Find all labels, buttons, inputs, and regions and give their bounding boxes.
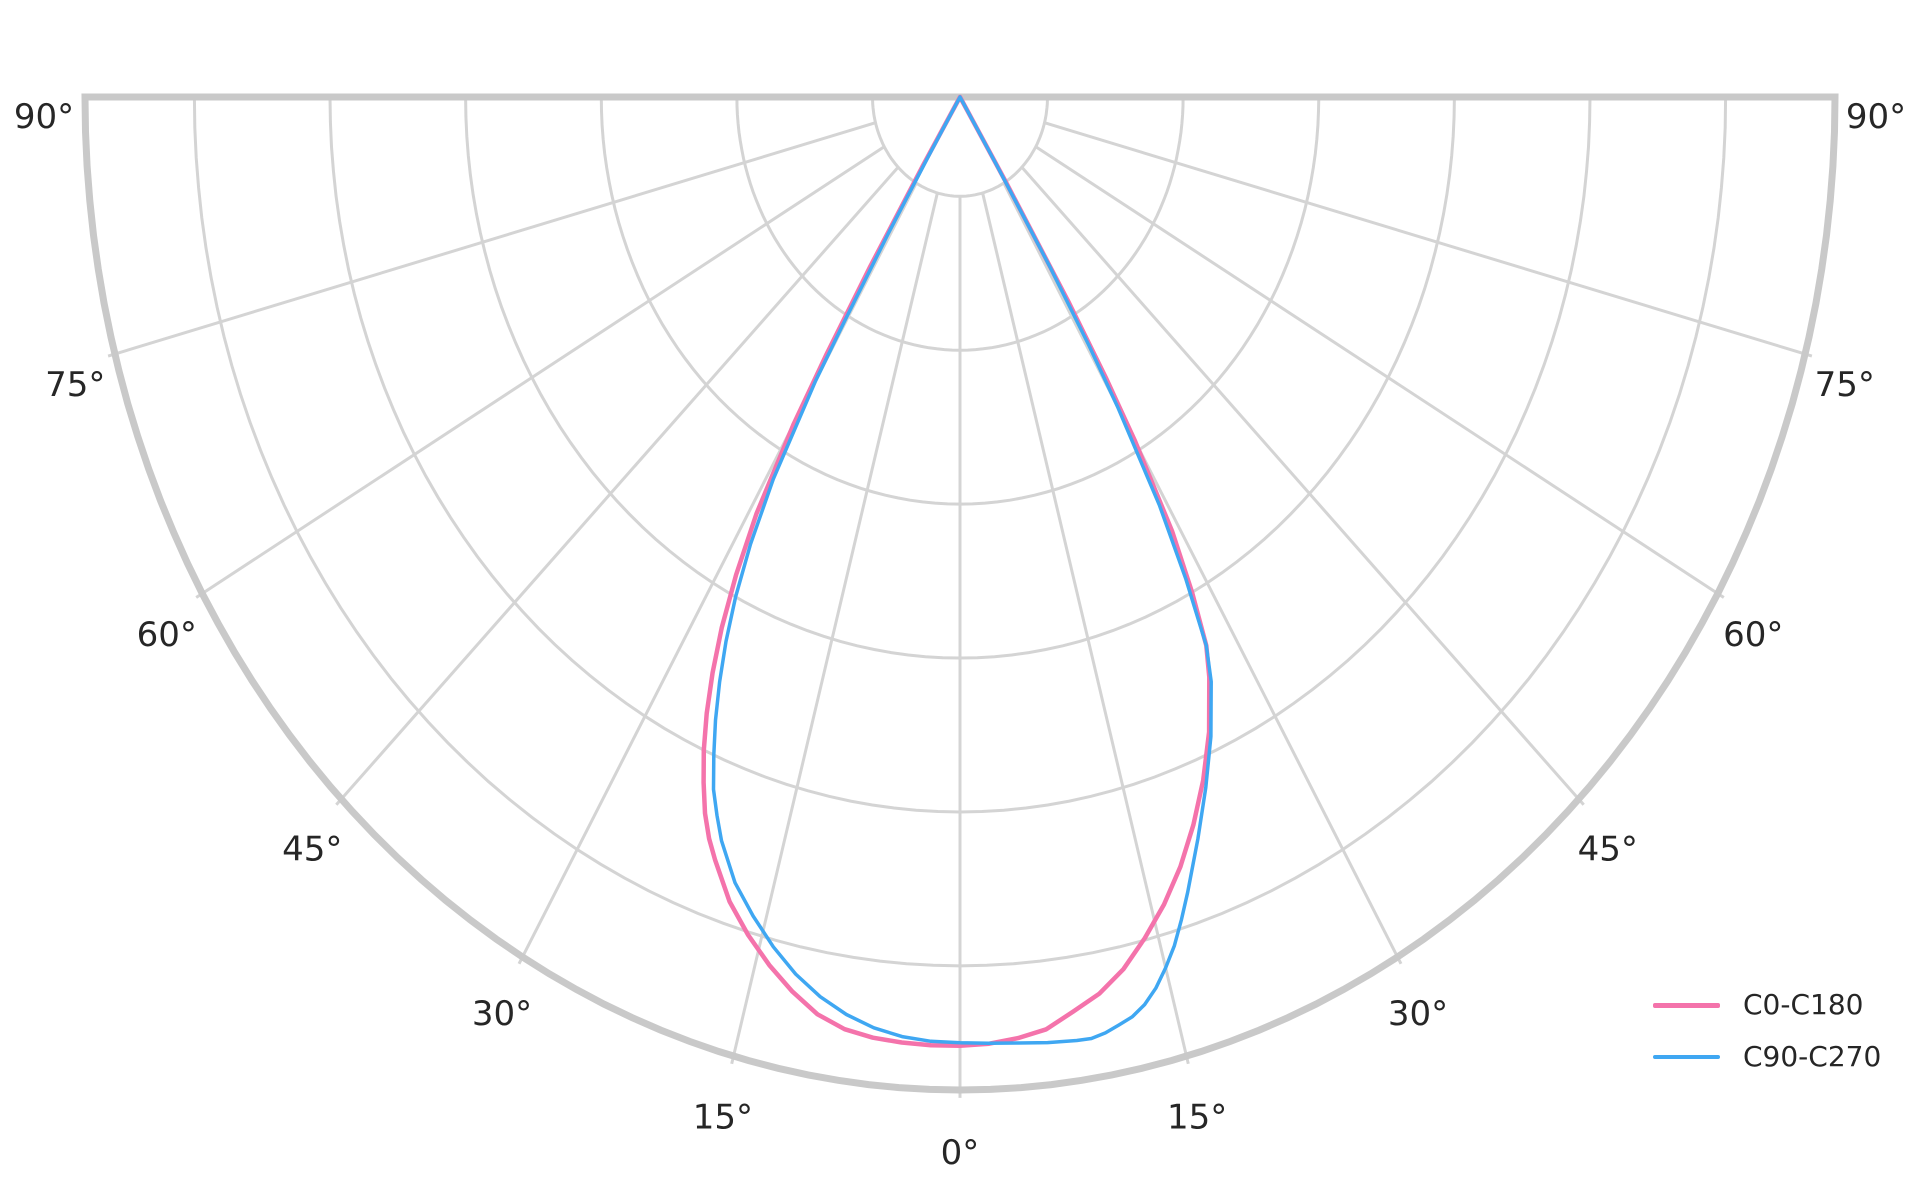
theta-gridline xyxy=(1020,166,1585,806)
legend-line-c90-c270 xyxy=(1653,1055,1720,1059)
theta-gridline xyxy=(981,192,1190,1065)
theta-tick-label: 30° xyxy=(1388,994,1448,1034)
theta-tick-label: 90° xyxy=(1846,97,1906,137)
theta-tick-label: 60° xyxy=(137,615,197,655)
legend-label-c90-c270: C90-C270 xyxy=(1743,1039,1882,1073)
theta-gridline xyxy=(195,145,886,599)
theta-tick-label: 75° xyxy=(45,365,105,405)
theta-gridline xyxy=(1002,182,1403,965)
theta-tick-label: 90° xyxy=(14,97,74,137)
theta-gridline xyxy=(730,192,939,1065)
theta-tick-label: 15° xyxy=(693,1098,753,1138)
theta-tick-label: 45° xyxy=(282,830,342,870)
theta-tick-label: 30° xyxy=(472,994,532,1034)
legend: C0-C180 C90-C270 xyxy=(1653,988,1882,1073)
theta-tick-label: 45° xyxy=(1578,830,1638,870)
theta-gridline xyxy=(107,121,876,358)
legend-line-c0-c180 xyxy=(1653,1003,1720,1008)
theta-gridline xyxy=(1034,145,1725,599)
curve-c90-c270 xyxy=(711,95,1213,1045)
theta-gridline xyxy=(335,166,900,806)
legend-item-c90-c270: C90-C270 xyxy=(1653,1039,1882,1073)
theta-tick-label: 60° xyxy=(1723,615,1783,655)
curve-c0-c180 xyxy=(701,94,1212,1049)
legend-label-c0-c180: C0-C180 xyxy=(1743,988,1864,1021)
theta-gridline xyxy=(1044,121,1813,358)
polar-boundary xyxy=(81,93,1839,1094)
radial-grid-arc xyxy=(871,96,1049,198)
theta-tick-label: 75° xyxy=(1815,365,1875,405)
theta-tick-label: 15° xyxy=(1167,1098,1227,1138)
legend-item-c0-c180: C0-C180 xyxy=(1653,988,1881,1021)
theta-tick-label: 0° xyxy=(941,1133,980,1173)
